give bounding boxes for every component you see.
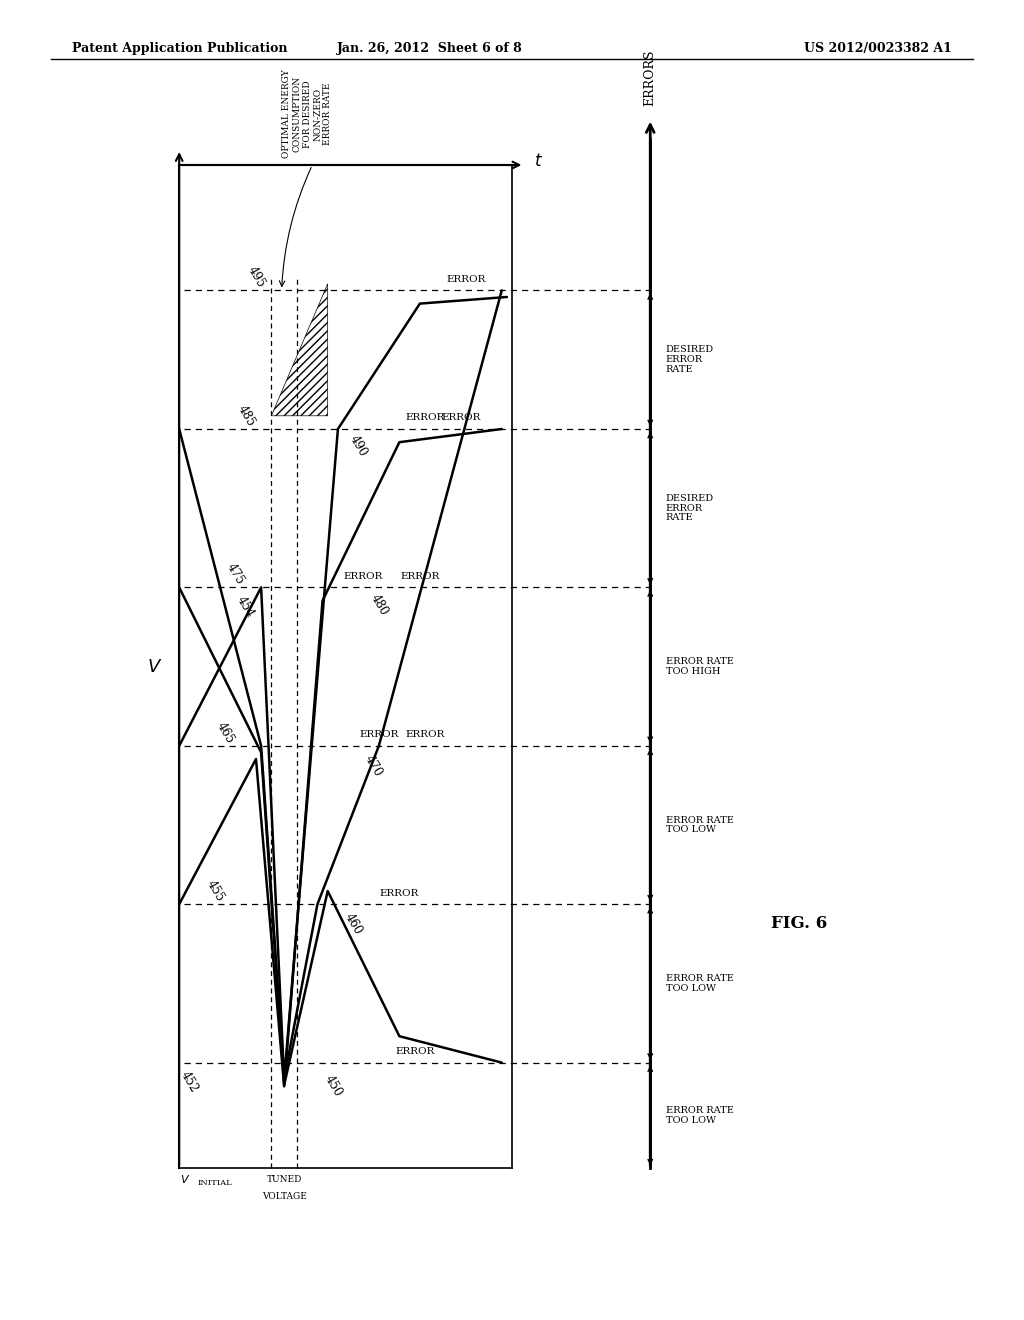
Text: 465: 465 — [214, 719, 237, 746]
Text: 452: 452 — [178, 1069, 201, 1096]
Text: INITIAL: INITIAL — [198, 1179, 232, 1187]
Text: ERROR: ERROR — [380, 888, 419, 898]
Text: 495: 495 — [245, 264, 267, 290]
Text: OPTIMAL ENERGY
CONSUMPTION
FOR DESIRED
NON-ZERO
ERROR RATE: OPTIMAL ENERGY CONSUMPTION FOR DESIRED N… — [282, 70, 333, 158]
Text: ERROR: ERROR — [359, 730, 398, 739]
Text: ERROR RATE
TOO LOW: ERROR RATE TOO LOW — [666, 974, 733, 993]
Text: ERROR: ERROR — [406, 413, 444, 422]
Text: US 2012/0023382 A1: US 2012/0023382 A1 — [805, 42, 952, 55]
Text: DESIRED
ERROR
RATE: DESIRED ERROR RATE — [666, 494, 714, 523]
Text: 460: 460 — [342, 911, 365, 937]
Text: ERROR: ERROR — [406, 730, 444, 739]
Text: V: V — [147, 657, 160, 676]
Text: ERRORS: ERRORS — [644, 49, 656, 106]
Polygon shape — [271, 284, 328, 416]
Text: 454: 454 — [234, 594, 257, 620]
Text: ERROR RATE
TOO HIGH: ERROR RATE TOO HIGH — [666, 657, 733, 676]
Text: ERROR: ERROR — [441, 413, 480, 422]
Text: 490: 490 — [347, 433, 370, 459]
Text: VOLTAGE: VOLTAGE — [262, 1192, 306, 1201]
Text: ERROR: ERROR — [446, 275, 485, 284]
Text: t: t — [535, 152, 541, 170]
Text: 475: 475 — [224, 561, 247, 587]
Text: V: V — [180, 1175, 188, 1185]
Text: 455: 455 — [204, 878, 226, 904]
Text: ERROR RATE
TOO LOW: ERROR RATE TOO LOW — [666, 1106, 733, 1125]
Text: ERROR RATE
TOO LOW: ERROR RATE TOO LOW — [666, 816, 733, 834]
Text: ERROR: ERROR — [400, 572, 439, 581]
Text: 480: 480 — [368, 591, 390, 618]
Text: 485: 485 — [234, 403, 257, 429]
Text: 470: 470 — [362, 752, 385, 779]
Text: DESIRED
ERROR
RATE: DESIRED ERROR RATE — [666, 346, 714, 374]
Text: ERROR: ERROR — [395, 1047, 434, 1056]
Text: Jan. 26, 2012  Sheet 6 of 8: Jan. 26, 2012 Sheet 6 of 8 — [337, 42, 523, 55]
Text: ERROR: ERROR — [344, 572, 383, 581]
Text: TUNED: TUNED — [266, 1175, 302, 1184]
Text: 450: 450 — [322, 1073, 344, 1100]
Text: Patent Application Publication: Patent Application Publication — [72, 42, 287, 55]
Text: FIG. 6: FIG. 6 — [771, 916, 826, 932]
